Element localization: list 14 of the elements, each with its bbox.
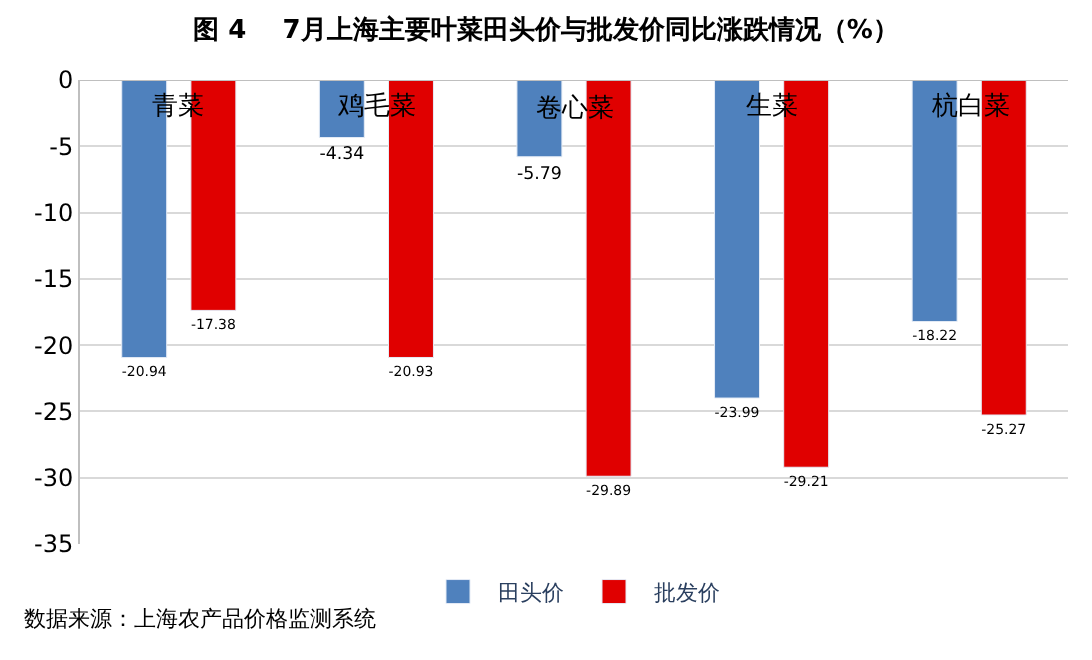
source-note: 数据来源：上海农产品价格监测系统 — [24, 606, 376, 632]
y-tick-label: -30 — [33, 464, 74, 493]
legend-label: 田头价 — [498, 580, 564, 607]
y-tick-label: -20 — [33, 331, 74, 360]
legend-label: 批发价 — [654, 580, 720, 607]
chart-title: 图 4 7月上海主要叶菜田头价与批发价同比涨跌情况（%） — [193, 14, 899, 46]
y-tick-label: -5 — [49, 132, 74, 161]
data-label: -5.79 — [516, 164, 562, 185]
y-tick-label: -25 — [33, 397, 74, 426]
y-tick-label: 0 — [57, 66, 74, 95]
y-tick-label: -35 — [33, 530, 74, 559]
data-label: -4.34 — [319, 145, 366, 166]
y-tick-label: -15 — [33, 265, 74, 294]
y-tick-label: -10 — [33, 198, 74, 227]
